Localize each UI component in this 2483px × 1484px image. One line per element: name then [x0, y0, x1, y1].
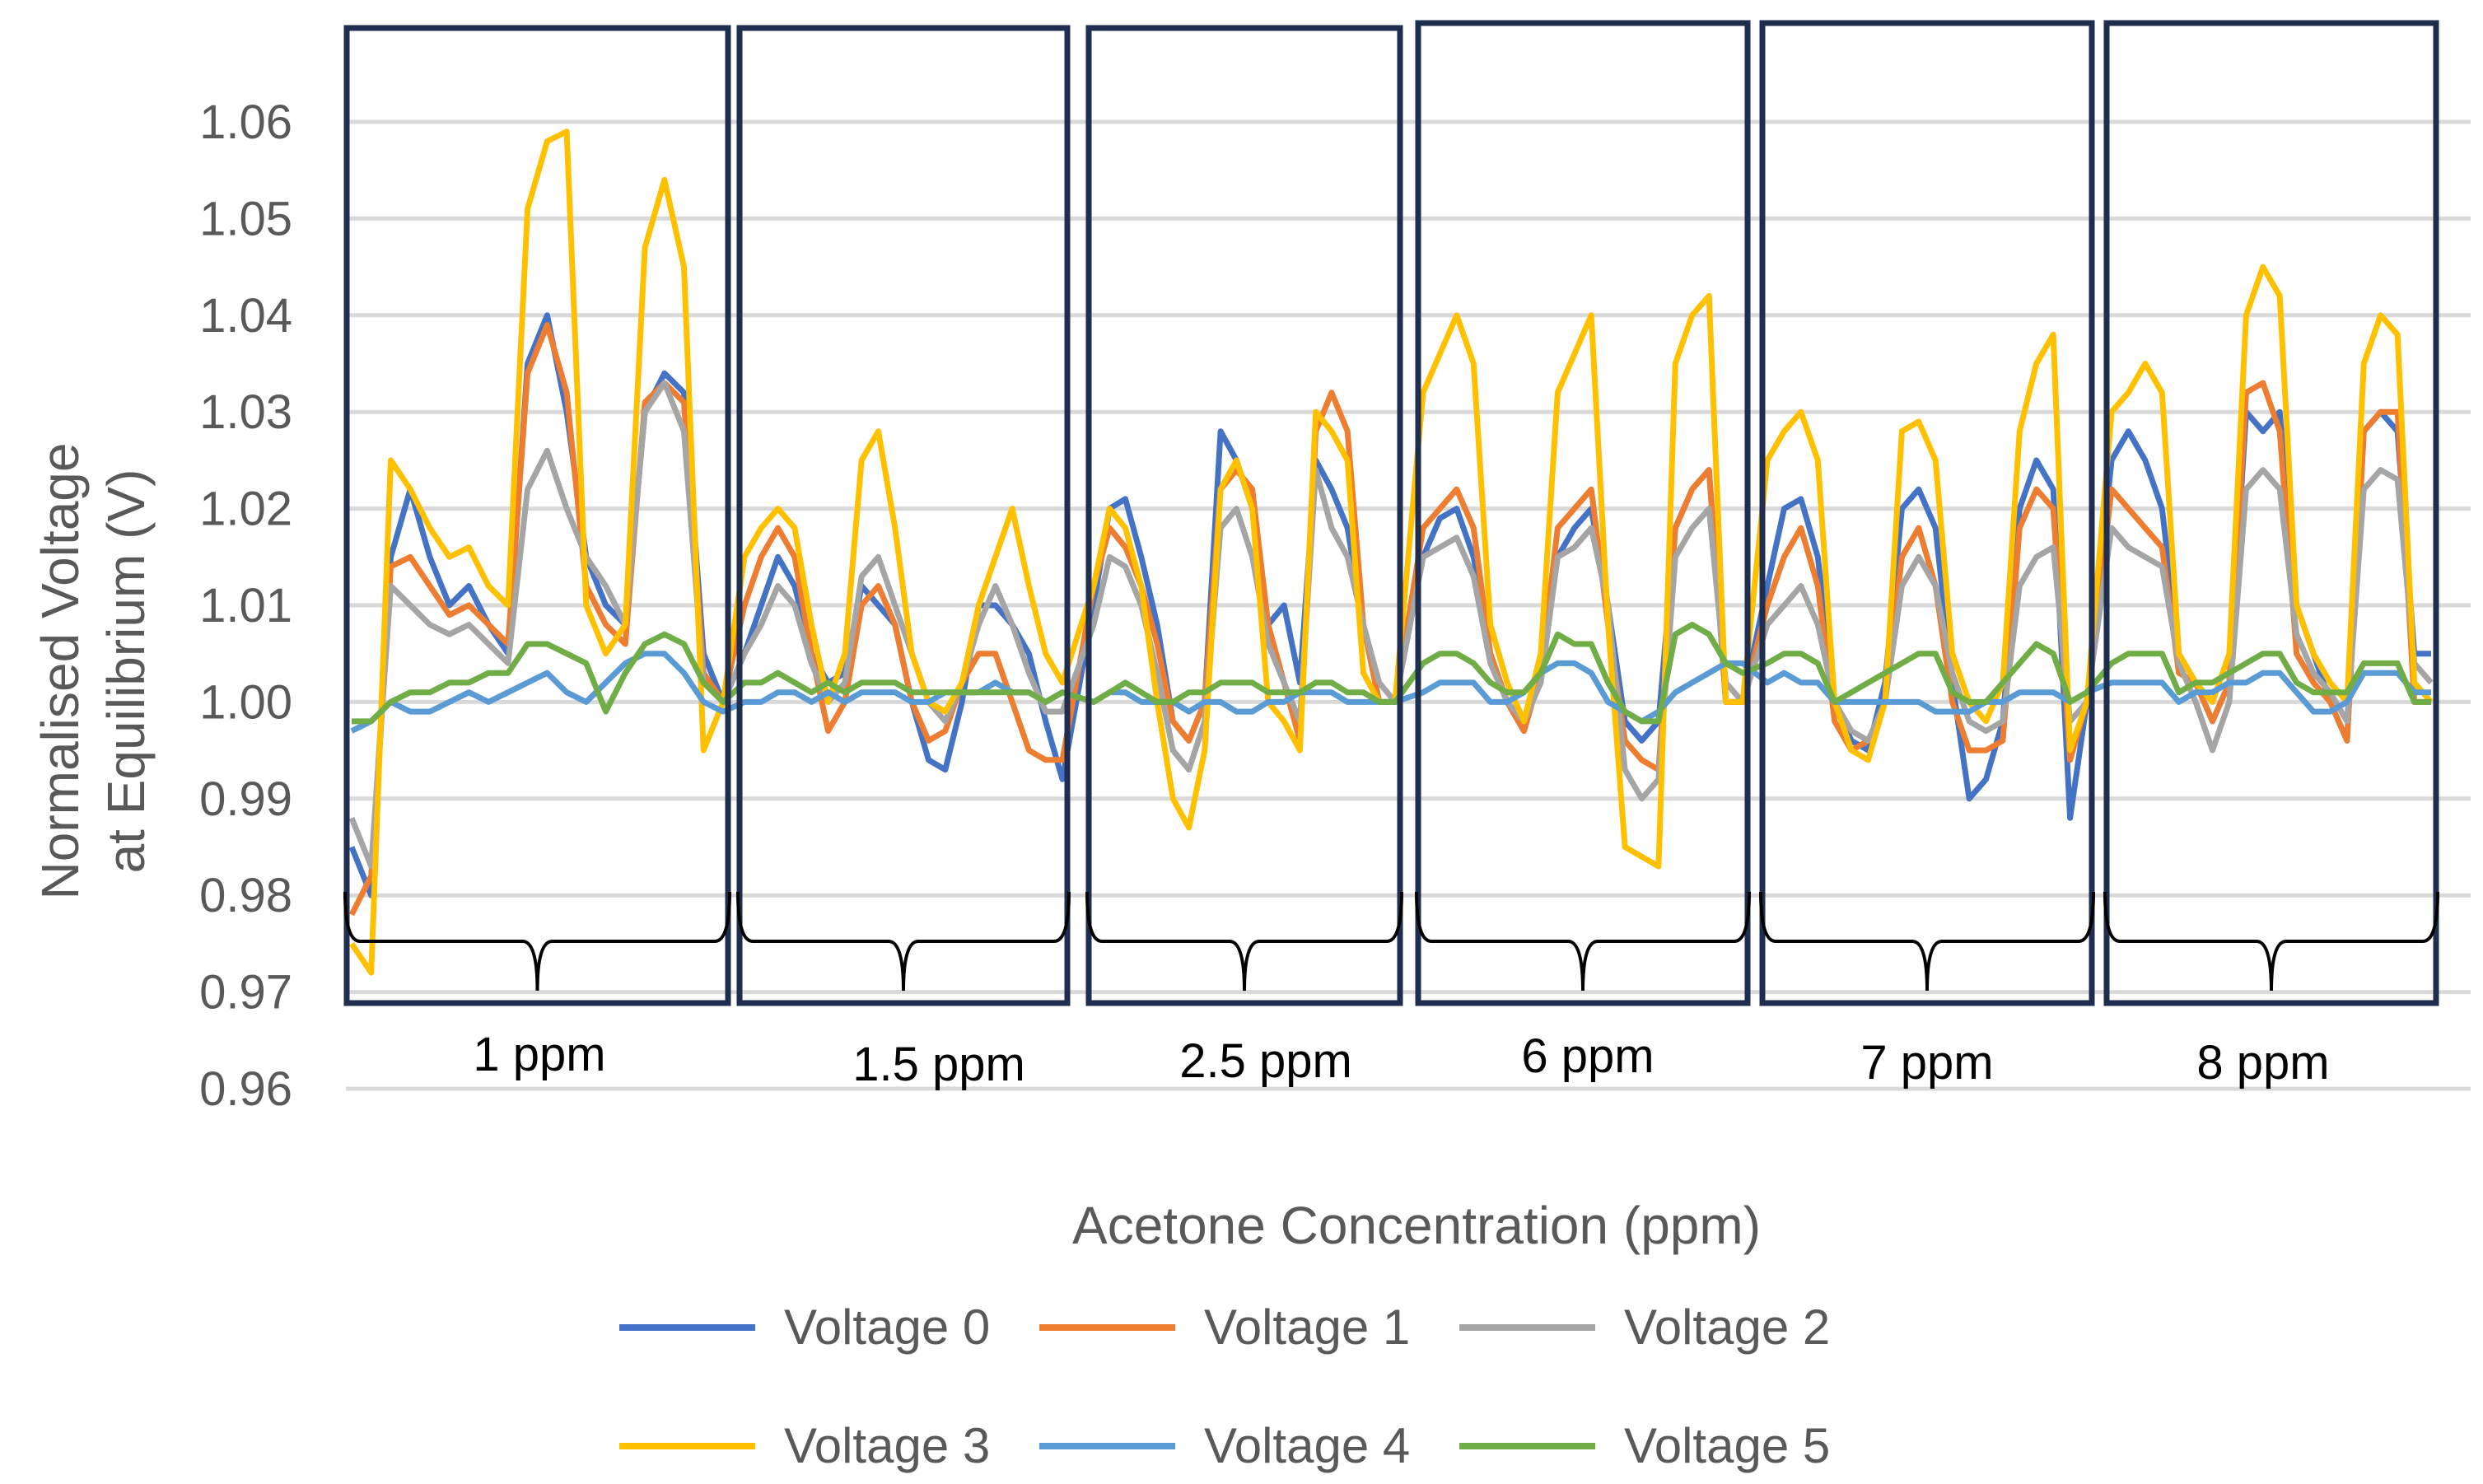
y-tick-label: 1.05 — [199, 192, 292, 245]
y-tick-label: 0.97 — [199, 966, 292, 1020]
series-line-voltage-2 — [348, 380, 2434, 870]
y-tick-label: 1.02 — [199, 483, 292, 536]
y-tick-label: 1.00 — [199, 675, 292, 729]
y-axis-title-line-2: at Equilibrium (V) — [96, 469, 156, 874]
group-box-5 — [1759, 20, 2095, 1006]
legend-entry-voltage-0: Voltage 0 — [619, 1300, 990, 1355]
series-lines — [348, 128, 2434, 976]
y-tick-labels: 0.96 0.97 0.98 0.99 1.00 1.01 1.02 1.03 1.04 1.05… — [199, 96, 292, 1116]
legend-label: Voltage 1 — [1204, 1300, 1410, 1355]
group-brace-4 — [1415, 891, 1751, 992]
y-tick-label: 1.06 — [199, 96, 292, 149]
group-boxes — [343, 20, 2439, 1006]
group-box-3 — [1085, 25, 1403, 1006]
group-label-3: 2.5 ppm — [1179, 1034, 1352, 1088]
legend-entry-voltage-3: Voltage 3 — [619, 1418, 990, 1473]
group-braces — [343, 891, 2439, 992]
group-label-1: 1 ppm — [473, 1028, 605, 1081]
legend-label: Voltage 3 — [784, 1418, 990, 1473]
y-axis-title: Normalised Voltage at Equilibrium (V) — [30, 443, 156, 900]
group-box-2 — [736, 25, 1071, 1006]
legend: Voltage 0 Voltage 1 Voltage 2 Voltage 3 Volt… — [619, 1300, 1830, 1473]
group-brace-3 — [1085, 891, 1403, 992]
legend-label: Voltage 0 — [784, 1300, 990, 1355]
group-label-2: 1.5 ppm — [852, 1038, 1025, 1091]
series-line-voltage-5 — [352, 622, 2431, 725]
group-brace-2 — [736, 891, 1071, 992]
y-tick-label: 1.03 — [199, 385, 292, 439]
group-label-4: 6 ppm — [1521, 1029, 1654, 1083]
group-box-6 — [2103, 20, 2439, 1006]
group-box-4 — [1415, 20, 1751, 1006]
y-tick-label: 0.98 — [199, 869, 292, 922]
series-line-voltage-4 — [350, 651, 2431, 734]
group-box-1 — [343, 25, 731, 1006]
legend-label: Voltage 2 — [1624, 1300, 1830, 1355]
y-tick-label: 1.01 — [199, 579, 292, 632]
legend-label: Voltage 5 — [1624, 1418, 1830, 1473]
group-label-6: 8 ppm — [2196, 1036, 2329, 1090]
group-brace-5 — [1759, 891, 2095, 992]
group-brace-1 — [343, 891, 731, 992]
legend-entry-voltage-5: Voltage 5 — [1459, 1418, 1830, 1473]
group-brace-6 — [2103, 891, 2439, 992]
y-tick-label: 1.04 — [199, 289, 292, 343]
y-tick-label: 0.96 — [199, 1062, 292, 1116]
x-axis-title: Acetone Concentration (ppm) — [1072, 1196, 1761, 1255]
legend-entry-voltage-2: Voltage 2 — [1459, 1300, 1830, 1355]
legend-label: Voltage 4 — [1204, 1418, 1410, 1473]
group-label-5: 7 ppm — [1860, 1036, 1993, 1090]
group-labels: 1 ppm 1.5 ppm 2.5 ppm 6 ppm 7 ppm 8 ppm — [473, 1028, 2329, 1091]
legend-entry-voltage-1: Voltage 1 — [1039, 1300, 1410, 1355]
y-tick-label: 0.99 — [199, 772, 292, 826]
y-axis-title-line-1: Normalised Voltage — [30, 443, 90, 900]
legend-entry-voltage-4: Voltage 4 — [1039, 1418, 1410, 1473]
series-line-voltage-3 — [349, 128, 2434, 976]
